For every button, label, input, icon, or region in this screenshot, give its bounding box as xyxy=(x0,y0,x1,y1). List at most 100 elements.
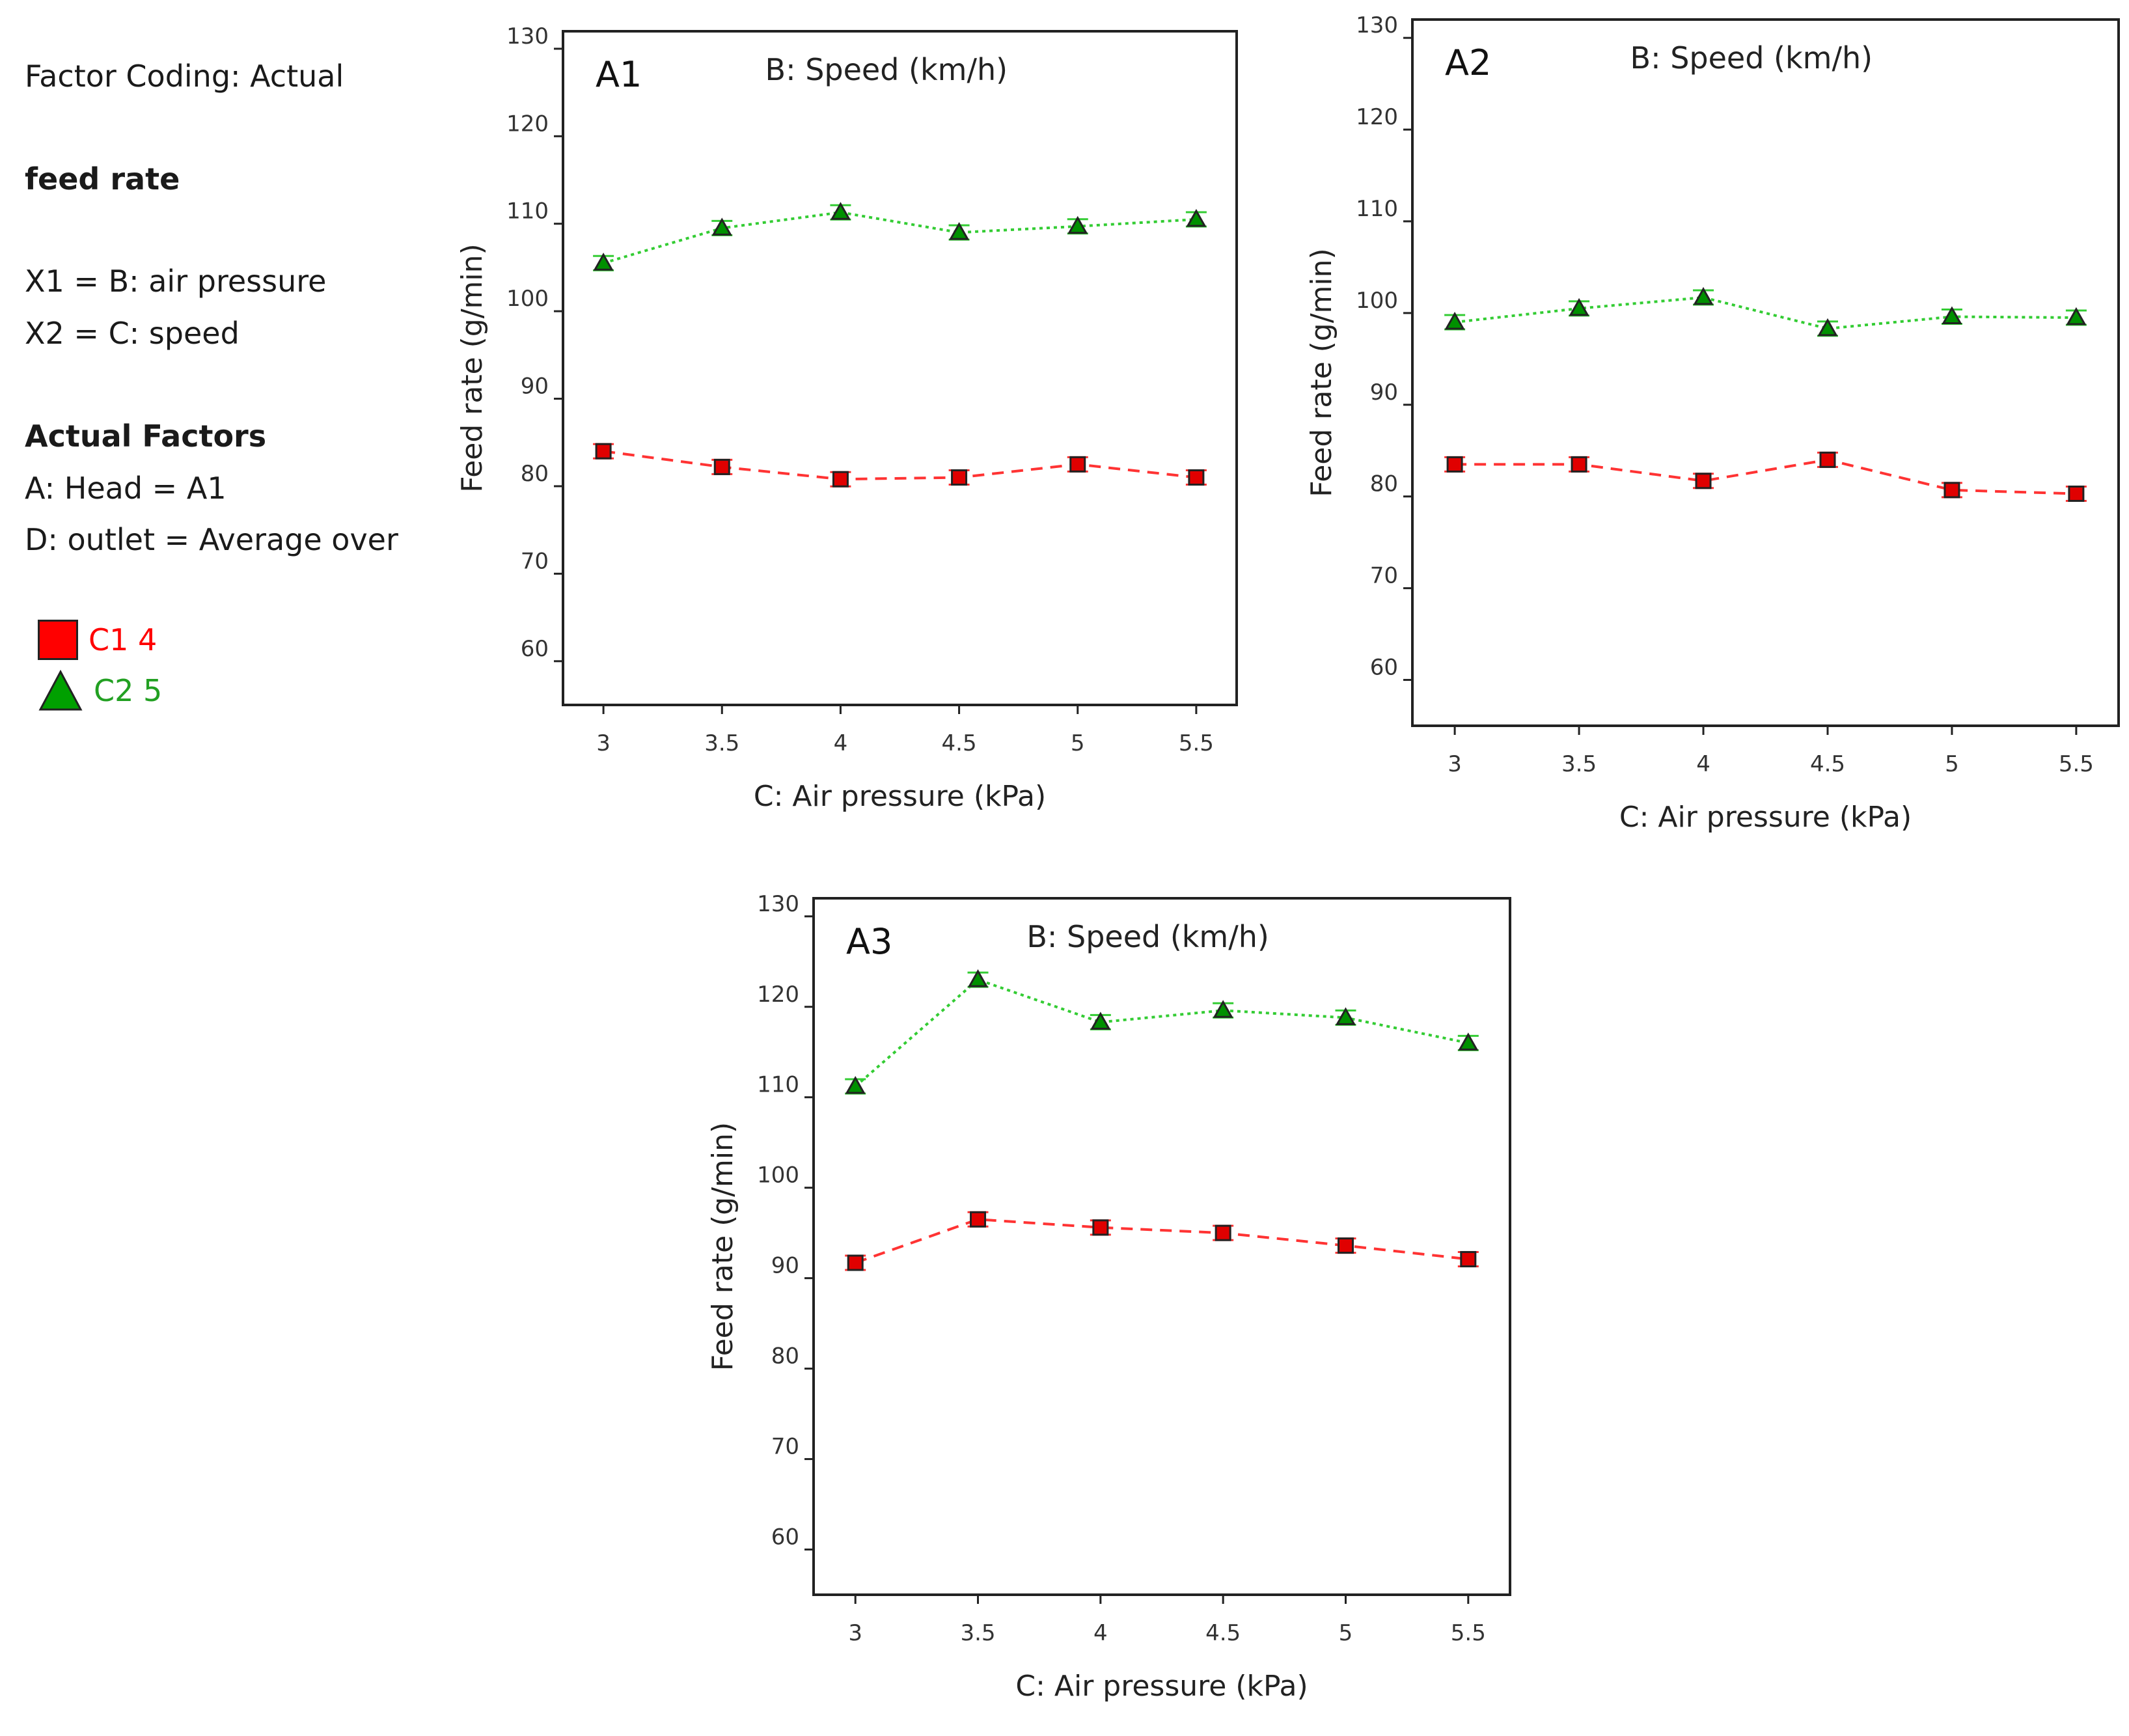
data-point-c1 xyxy=(970,1211,987,1228)
data-point-c1 xyxy=(1092,1219,1109,1236)
data-point-c2 xyxy=(593,253,614,271)
y-tick-label: 110 xyxy=(757,1072,799,1098)
data-point-c2 xyxy=(1186,208,1207,227)
data-point-c1 xyxy=(1944,482,1960,499)
y-tick-label: 60 xyxy=(521,636,549,662)
data-point-c2 xyxy=(967,969,989,987)
x-tick-label: 5.5 xyxy=(1179,730,1214,756)
y-tick-label: 100 xyxy=(506,286,549,312)
data-point-c2 xyxy=(1444,311,1465,330)
green-triangle-icon xyxy=(38,669,83,711)
data-point-c2 xyxy=(1213,1000,1233,1018)
y-tick-label: 120 xyxy=(1356,104,1398,130)
y-tick-label: 90 xyxy=(771,1253,799,1279)
chart-a2: 60 70 80 90 100 110 120 130 3 3.5 4 4.5 5 5.5 C: Air p… xyxy=(1305,13,2120,834)
chart-title: B: Speed (km/h) xyxy=(1630,40,1873,76)
response-name: feed rate xyxy=(25,161,180,197)
legend-label-c1: C1 4 xyxy=(89,622,158,657)
factor-d-value: D: outlet = Average over xyxy=(25,522,398,557)
x2-definition: X2 = C: speed xyxy=(25,316,240,351)
y-tick-label: 130 xyxy=(506,23,549,49)
y-tick-label: 80 xyxy=(771,1343,799,1370)
data-point-c1 xyxy=(1460,1250,1477,1267)
data-point-c2 xyxy=(711,217,732,236)
y-tick-label: 130 xyxy=(1356,13,1398,38)
legend-entry-c1: C1 4 xyxy=(38,614,157,666)
data-point-c2 xyxy=(1090,1012,1111,1030)
data-point-c2 xyxy=(949,222,970,240)
y-tick-label: 80 xyxy=(521,461,549,487)
data-point-c1 xyxy=(1069,456,1086,473)
x-axis-label: C: Air pressure (kPa) xyxy=(1619,801,1912,834)
data-point-c1 xyxy=(1571,456,1587,473)
y-axis-label: Feed rate (g/min) xyxy=(456,243,489,492)
data-point-c2 xyxy=(1067,215,1088,234)
data-point-c2 xyxy=(845,1075,866,1094)
data-point-c1 xyxy=(2068,486,2085,502)
y-tick-label: 70 xyxy=(1370,563,1398,589)
data-point-c1 xyxy=(1337,1237,1354,1254)
x-tick-label: 4.5 xyxy=(942,730,977,756)
panel-label: A1 xyxy=(596,54,642,95)
legend-label-c2: C2 5 xyxy=(94,673,163,708)
y-tick-label: 110 xyxy=(506,199,549,225)
x-tick-label: 4.5 xyxy=(1810,751,1845,777)
x-tick-label: 5 xyxy=(1071,730,1085,756)
y-tick-label: 70 xyxy=(521,548,549,574)
y-tick-label: 90 xyxy=(521,374,549,400)
y-tick-label: 90 xyxy=(1370,379,1398,406)
series-line-c2 xyxy=(1454,296,2076,330)
chart-title: B: Speed (km/h) xyxy=(1026,919,1269,954)
data-point-c2 xyxy=(2066,307,2087,325)
y-tick-label: 110 xyxy=(1356,196,1398,222)
x-tick-label: 3 xyxy=(596,730,611,756)
data-point-c1 xyxy=(713,458,730,475)
y-tick-label: 70 xyxy=(771,1434,799,1460)
x-tick-label: 5 xyxy=(1339,1620,1353,1646)
data-point-c1 xyxy=(1819,451,1836,468)
y-tick-label: 120 xyxy=(757,982,799,1008)
factor-a-value: A: Head = A1 xyxy=(25,471,227,506)
y-tick-label: 100 xyxy=(757,1163,799,1189)
x-axis-label: C: Air pressure (kPa) xyxy=(754,780,1046,813)
series-line-c1 xyxy=(855,1218,1469,1264)
series-line-c1 xyxy=(1455,458,2076,495)
y-tick-label: 120 xyxy=(506,111,549,137)
x-tick-label: 4 xyxy=(834,730,848,756)
data-point-c1 xyxy=(847,1254,864,1271)
series-line-c2 xyxy=(854,978,1469,1088)
plot-frame xyxy=(1411,18,2120,727)
x-tick-label: 3 xyxy=(848,1620,862,1646)
x-tick-label: 4.5 xyxy=(1205,1620,1241,1646)
data-point-c1 xyxy=(1695,473,1712,489)
chart-a3: 60 70 80 90 100 110 120 130 3 3.5 4 4.5 5 5.5 C: Air p… xyxy=(706,892,1511,1703)
data-point-c2 xyxy=(1817,318,1838,337)
x-tick-label: 3.5 xyxy=(960,1620,995,1646)
chart-title: B: Speed (km/h) xyxy=(765,52,1008,87)
y-axis-label: Feed rate (g/min) xyxy=(706,1122,739,1371)
data-point-c2 xyxy=(1569,297,1589,316)
data-point-c1 xyxy=(832,471,849,488)
data-point-c2 xyxy=(1693,286,1714,305)
data-point-c1 xyxy=(595,443,612,460)
data-point-c2 xyxy=(830,202,851,220)
chart-a1: 60 70 80 90 100 110 120 130 3 3.5 4 4.5 5 5.5 C: Air p… xyxy=(456,23,1238,813)
panel-label: A3 xyxy=(846,921,892,962)
data-point-c2 xyxy=(1335,1007,1356,1025)
data-point-c1 xyxy=(951,469,968,486)
data-point-c1 xyxy=(1215,1224,1231,1241)
y-tick-label: 130 xyxy=(757,892,799,917)
x-tick-label: 5.5 xyxy=(1451,1620,1486,1646)
y-axis-label: Feed rate (g/min) xyxy=(1305,248,1338,497)
data-point-c2 xyxy=(1942,306,1962,325)
red-square-icon xyxy=(38,620,78,660)
factor-coding-text: Factor Coding: Actual xyxy=(25,59,344,94)
y-tick-label: 80 xyxy=(1370,471,1398,497)
x-tick-label: 3.5 xyxy=(704,730,739,756)
data-point-c1 xyxy=(1188,469,1205,486)
panel-label: A2 xyxy=(1445,42,1491,83)
plot-frame xyxy=(562,30,1238,706)
x-tick-label: 5 xyxy=(1945,751,1959,777)
series-line-c1 xyxy=(603,450,1197,481)
y-tick-label: 100 xyxy=(1356,288,1398,314)
